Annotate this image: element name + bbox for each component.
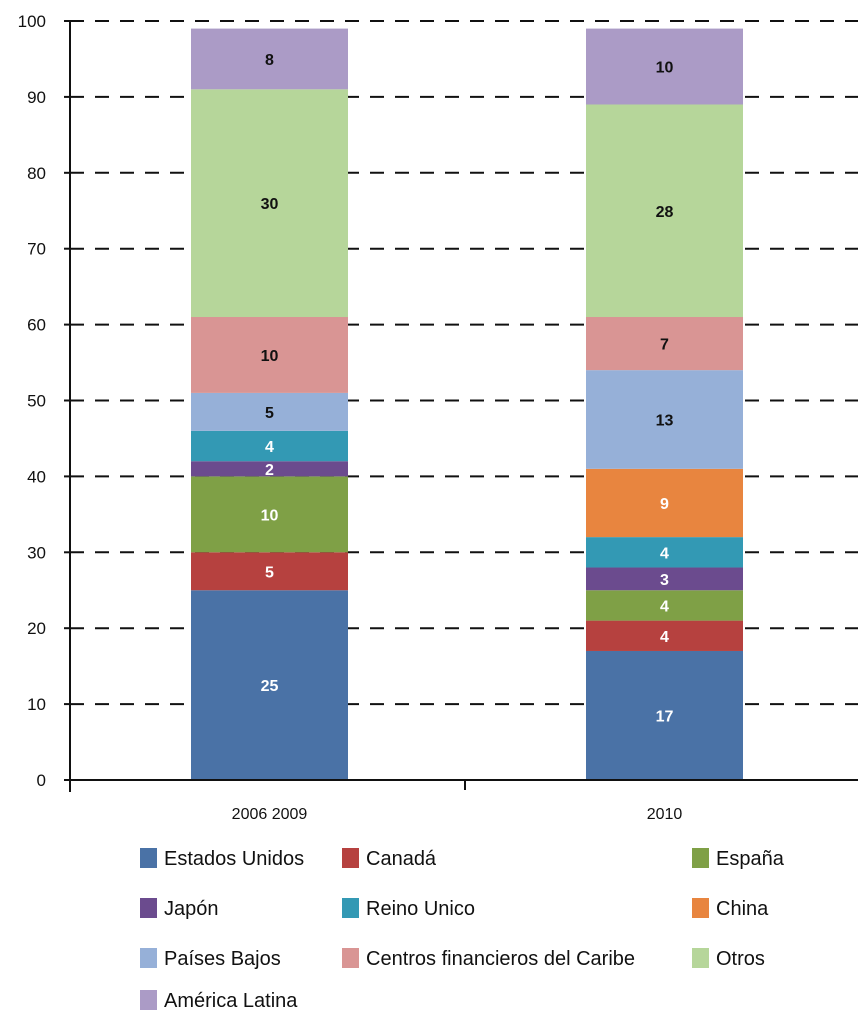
legend-label: Reino Unico xyxy=(366,898,475,920)
legend-label: América Latina xyxy=(164,990,298,1012)
bar-segment-centros-financieros-del-caribe xyxy=(191,317,348,393)
y-tick-label: 100 xyxy=(18,12,46,31)
y-tick-label: 40 xyxy=(27,467,46,486)
bar-segment-espa-a xyxy=(586,590,743,621)
y-tick-label: 30 xyxy=(27,543,46,562)
legend-label: Países Bajos xyxy=(164,948,281,970)
data-label: 5 xyxy=(265,564,274,581)
y-tick-label: 60 xyxy=(27,316,46,335)
data-label: 9 xyxy=(660,496,669,513)
legend-swatch xyxy=(140,898,157,918)
bar-segment-estados-unidos xyxy=(586,650,743,780)
legend-swatch xyxy=(692,898,709,918)
bar-segment-jap-n xyxy=(191,461,348,477)
x-tick-label: 2010 xyxy=(647,806,683,823)
bar-segment-canad- xyxy=(586,620,743,651)
data-label: 8 xyxy=(265,52,274,69)
legend-swatch xyxy=(342,848,359,868)
legend-label: China xyxy=(716,898,769,920)
bar-segment-am-rica-latina xyxy=(586,28,743,105)
legend-swatch xyxy=(692,848,709,868)
y-tick-label: 70 xyxy=(27,240,46,259)
y-tick-label: 20 xyxy=(27,619,46,638)
y-tick-label: 80 xyxy=(27,164,46,183)
bar-segment-otros xyxy=(191,89,348,318)
y-tick-label: 50 xyxy=(27,392,46,411)
data-label: 5 xyxy=(265,405,274,422)
data-label: 28 xyxy=(656,204,674,221)
bar-segment-china xyxy=(586,468,743,538)
data-label: 10 xyxy=(261,348,279,365)
y-tick-label: 0 xyxy=(37,771,46,790)
bar-segment-canad- xyxy=(191,552,348,591)
bar-segment-am-rica-latina xyxy=(191,28,348,90)
data-label: 3 xyxy=(660,572,669,589)
legend-swatch xyxy=(140,848,157,868)
legend-label: Estados Unidos xyxy=(164,848,304,870)
legend-swatch xyxy=(140,948,157,968)
data-label: 2 xyxy=(265,462,274,479)
x-tick-label: 2006 2009 xyxy=(232,806,308,823)
bar-segment-estados-unidos xyxy=(191,590,348,780)
data-label: 4 xyxy=(660,598,669,615)
data-label: 10 xyxy=(261,507,279,524)
legend-label: Otros xyxy=(716,948,765,970)
legend-label: Japón xyxy=(164,898,219,920)
bar-segment-reino-unico xyxy=(191,430,348,462)
data-label: 13 xyxy=(656,412,674,429)
axes: 0 10 20 30 40 50 60 70 80 90 100 2006 2009 2010 xyxy=(18,12,858,823)
bar-segment-pa-ses-bajos xyxy=(191,392,348,431)
bar-segment-centros-financieros-del-caribe xyxy=(586,317,743,371)
data-label: 25 xyxy=(261,678,279,695)
legend-swatch xyxy=(342,898,359,918)
legend-swatch xyxy=(692,948,709,968)
legend-label: Canadá xyxy=(366,848,437,870)
data-label: 4 xyxy=(660,629,669,646)
data-label: 7 xyxy=(660,337,669,354)
y-tick-label: 10 xyxy=(27,695,46,714)
bars: 25 5 10 2 4 5 10 30 8 17 4 4 3 4 9 13 7 28 10 xyxy=(191,28,743,780)
data-label: 4 xyxy=(265,439,274,456)
data-label: 10 xyxy=(656,60,674,77)
bar-segment-otros xyxy=(586,104,743,318)
legend: Estados Unidos Canadá España Japón Reino Uni… xyxy=(140,848,785,1012)
legend-swatch xyxy=(140,990,157,1010)
legend-label: Centros financieros del Caribe xyxy=(366,948,635,970)
legend-swatch xyxy=(342,948,359,968)
y-tick-label: 90 xyxy=(27,88,46,107)
data-label: 30 xyxy=(261,196,279,213)
bar-segment-reino-unico xyxy=(586,537,743,568)
bar-segment-espa-a xyxy=(191,476,348,553)
bar-segment-jap-n xyxy=(586,567,743,591)
bar-segment-pa-ses-bajos xyxy=(586,370,743,469)
legend-label: España xyxy=(716,848,785,870)
data-label: 4 xyxy=(660,545,669,562)
data-label: 17 xyxy=(656,708,674,725)
